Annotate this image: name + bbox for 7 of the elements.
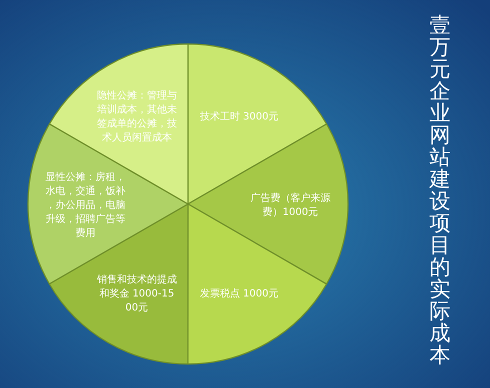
- slice-label: 销售和技术的提成和奖金 1000-1500元: [96, 274, 177, 314]
- slice-label: 发票税点 1000元: [200, 288, 278, 300]
- slice-label: 隐性公摊：管理与培训成本，其他未签成单的公摊，技术人员闲置成本: [96, 89, 177, 144]
- slice-label: 广告费（客户来源费）1000元: [250, 192, 330, 218]
- slice-label: 显性公摊：房租，水电，交通，饭补，办公用品，电脑升级，招聘广告等费用: [46, 170, 126, 239]
- chart-title: 壹万元企业网站建设项目的实际成本: [430, 13, 450, 367]
- slice-label: 技术工时 3000元: [198, 110, 279, 122]
